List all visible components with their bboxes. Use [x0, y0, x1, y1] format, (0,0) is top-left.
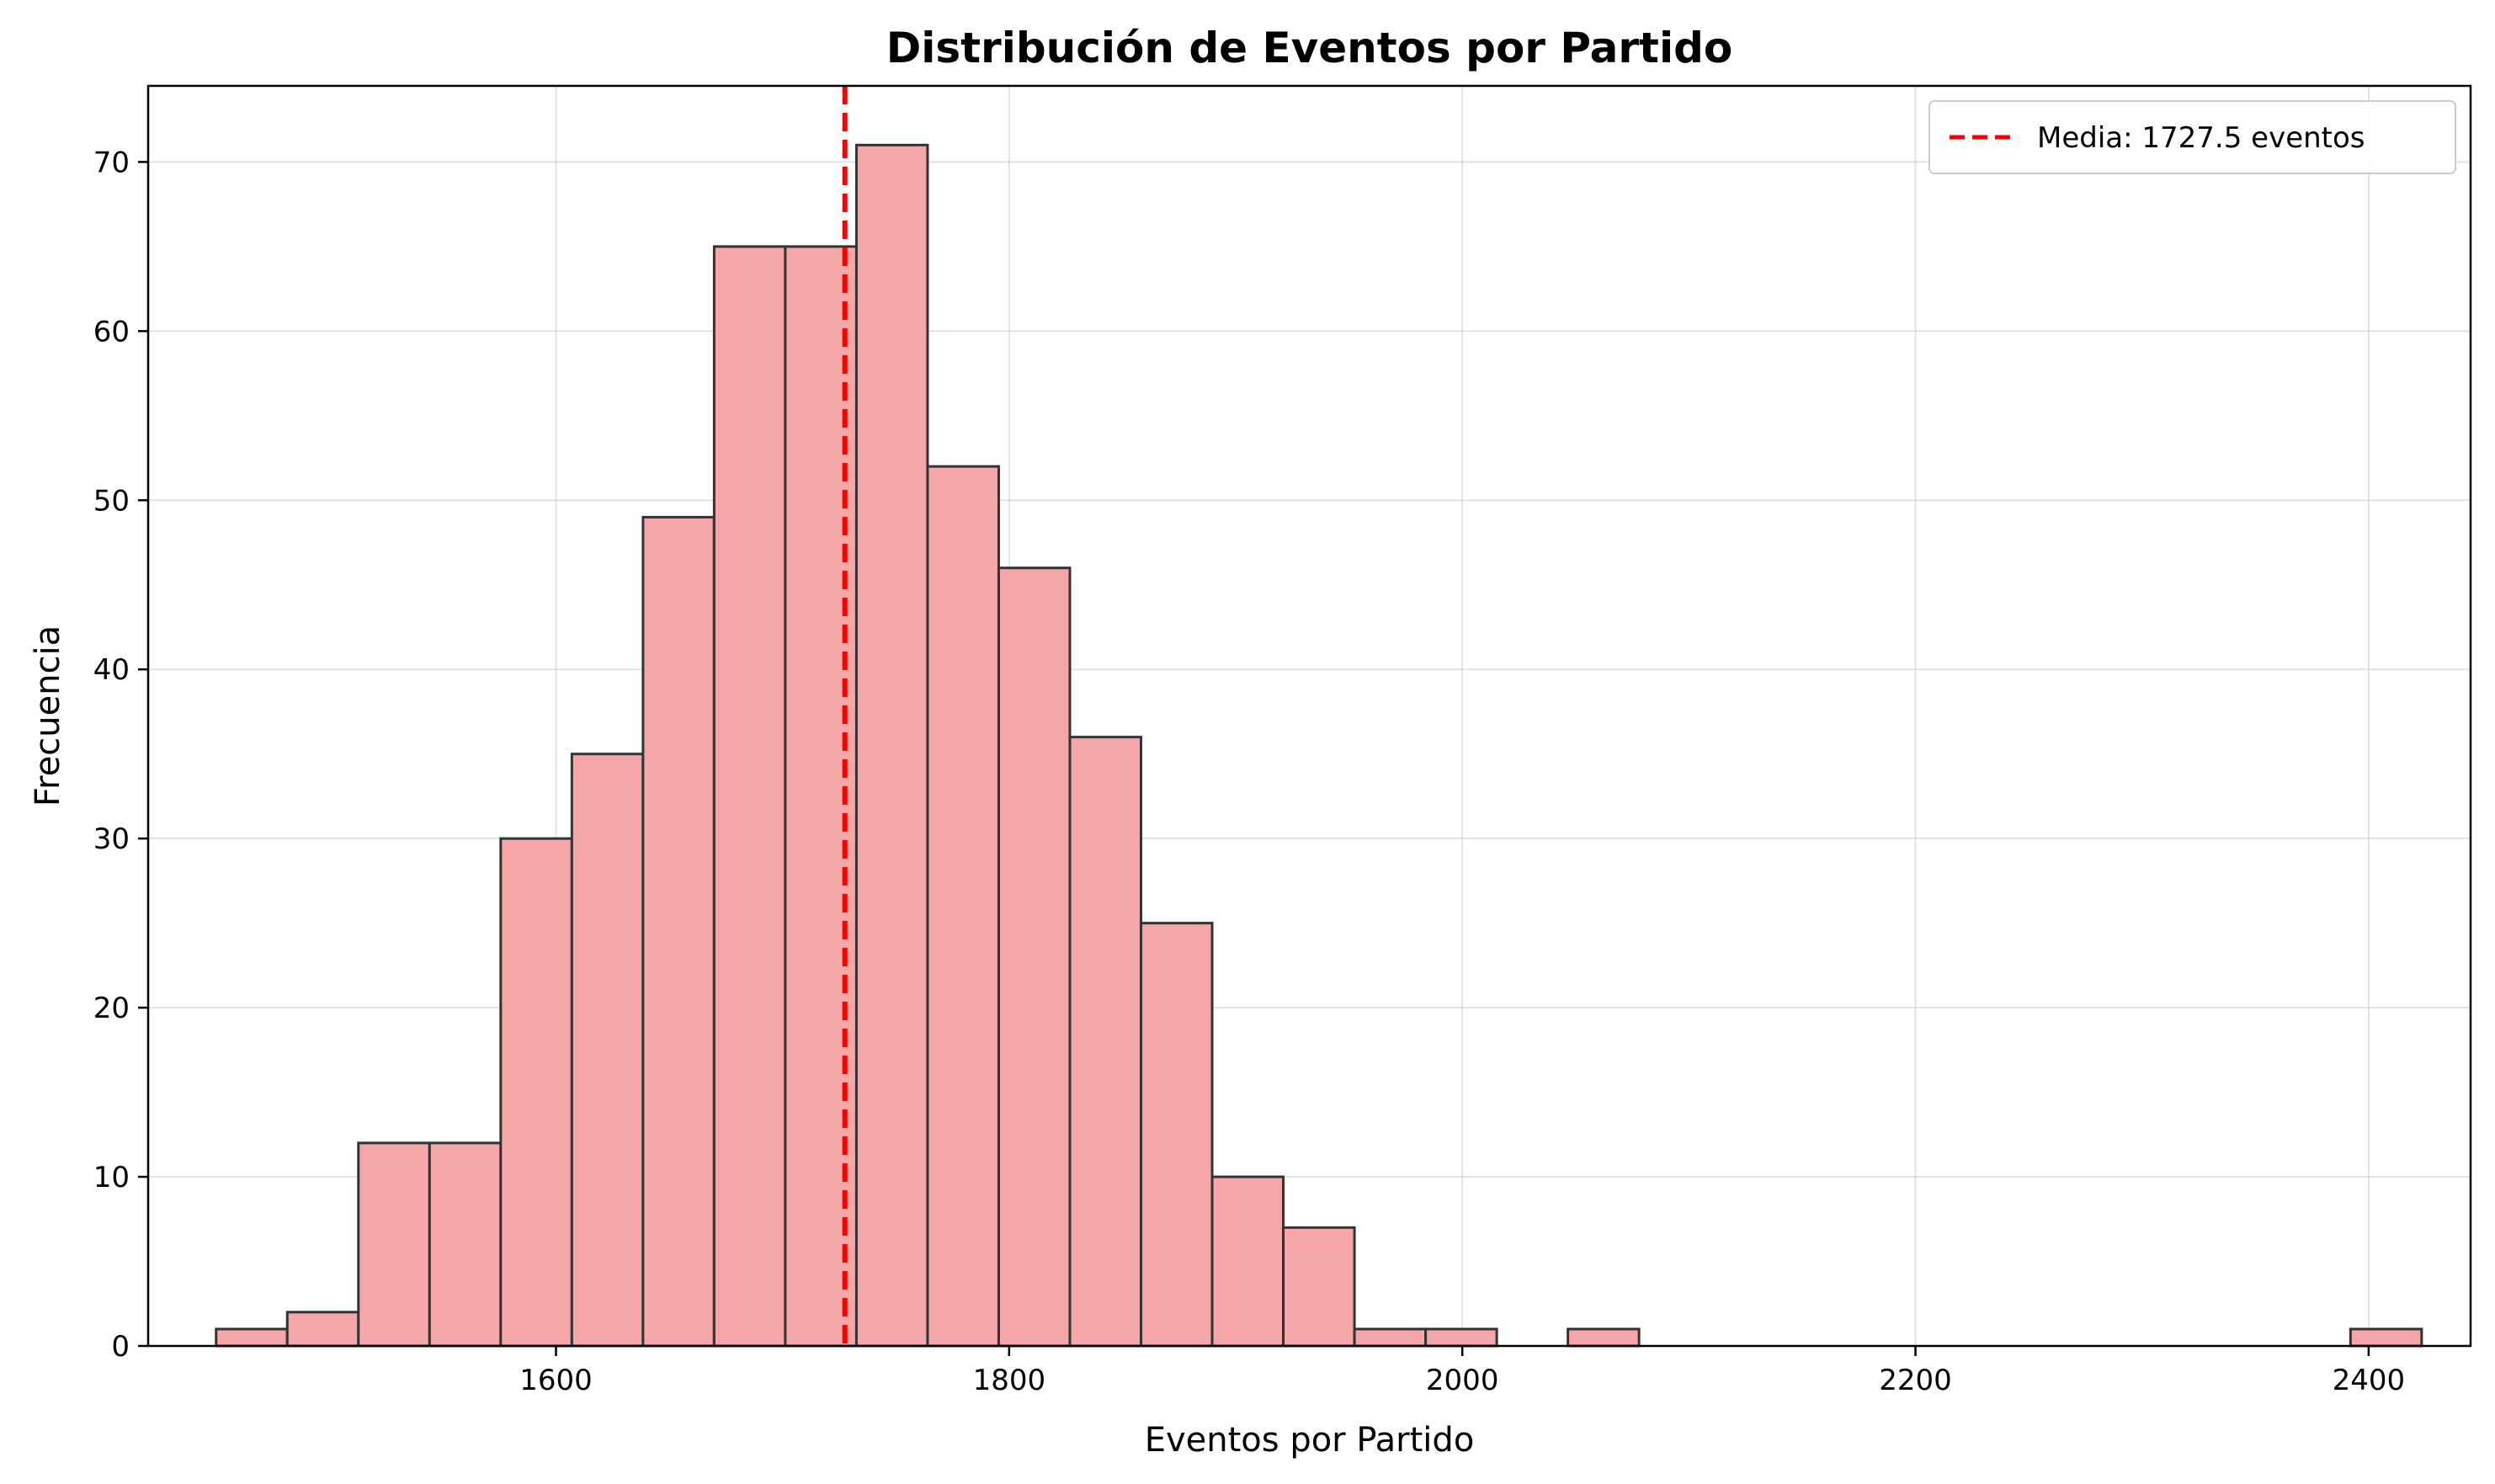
- histogram-bar: [1210, 1175, 1285, 1348]
- y-tick-label: 10: [93, 1161, 130, 1194]
- histogram-bars: [215, 143, 2423, 1348]
- histogram-bar: [1567, 1327, 1641, 1348]
- y-tick-label: 60: [93, 315, 130, 348]
- x-tick-label: 2200: [1879, 1364, 1952, 1397]
- x-tick-label: 2400: [2333, 1364, 2406, 1397]
- y-tick-label: 20: [93, 992, 130, 1025]
- x-axis-ticks: 1600 1800 2000 2200 2400: [519, 1346, 2405, 1397]
- histogram-bar: [570, 753, 645, 1348]
- histogram-bar: [641, 515, 716, 1348]
- histogram-bar: [1068, 736, 1143, 1348]
- histogram-bar: [997, 566, 1072, 1348]
- x-tick-label: 1600: [519, 1364, 593, 1397]
- histogram-bar: [357, 1141, 431, 1348]
- histogram-bar: [1353, 1327, 1428, 1348]
- histogram-bar: [428, 1141, 503, 1348]
- y-axis-ticks: 0 10 20 30 40 50 60 70: [93, 146, 148, 1364]
- histogram-bar: [926, 465, 1000, 1348]
- histogram-bar: [1140, 922, 1214, 1348]
- x-axis-label: Eventos por Partido: [1145, 1421, 1475, 1460]
- chart-title: Distribución de Eventos por Partido: [886, 24, 1733, 72]
- histogram-bar: [1282, 1226, 1356, 1348]
- legend-entry-mean: Media: 1727.5 eventos: [2037, 121, 2365, 155]
- y-axis-label: Frecuencia: [29, 625, 67, 806]
- histogram-bar: [499, 837, 573, 1348]
- plot-frame: [146, 84, 2472, 1348]
- legend: Media: 1727.5 eventos: [1928, 100, 2456, 174]
- y-tick-label: 0: [111, 1330, 130, 1364]
- histogram-bar: [854, 143, 929, 1348]
- histogram-bar: [285, 1311, 360, 1348]
- x-tick-label: 1800: [973, 1364, 1046, 1397]
- histogram-bar: [712, 245, 787, 1348]
- histogram-bar: [1424, 1327, 1498, 1348]
- y-tick-label: 50: [93, 484, 130, 518]
- histogram-bar: [215, 1327, 289, 1348]
- y-tick-label: 70: [93, 146, 130, 179]
- legend-box: [1928, 100, 2456, 174]
- y-tick-label: 30: [93, 822, 130, 856]
- histogram-bar: [2349, 1327, 2423, 1348]
- y-tick-label: 40: [93, 653, 130, 687]
- x-tick-label: 2000: [1426, 1364, 1499, 1397]
